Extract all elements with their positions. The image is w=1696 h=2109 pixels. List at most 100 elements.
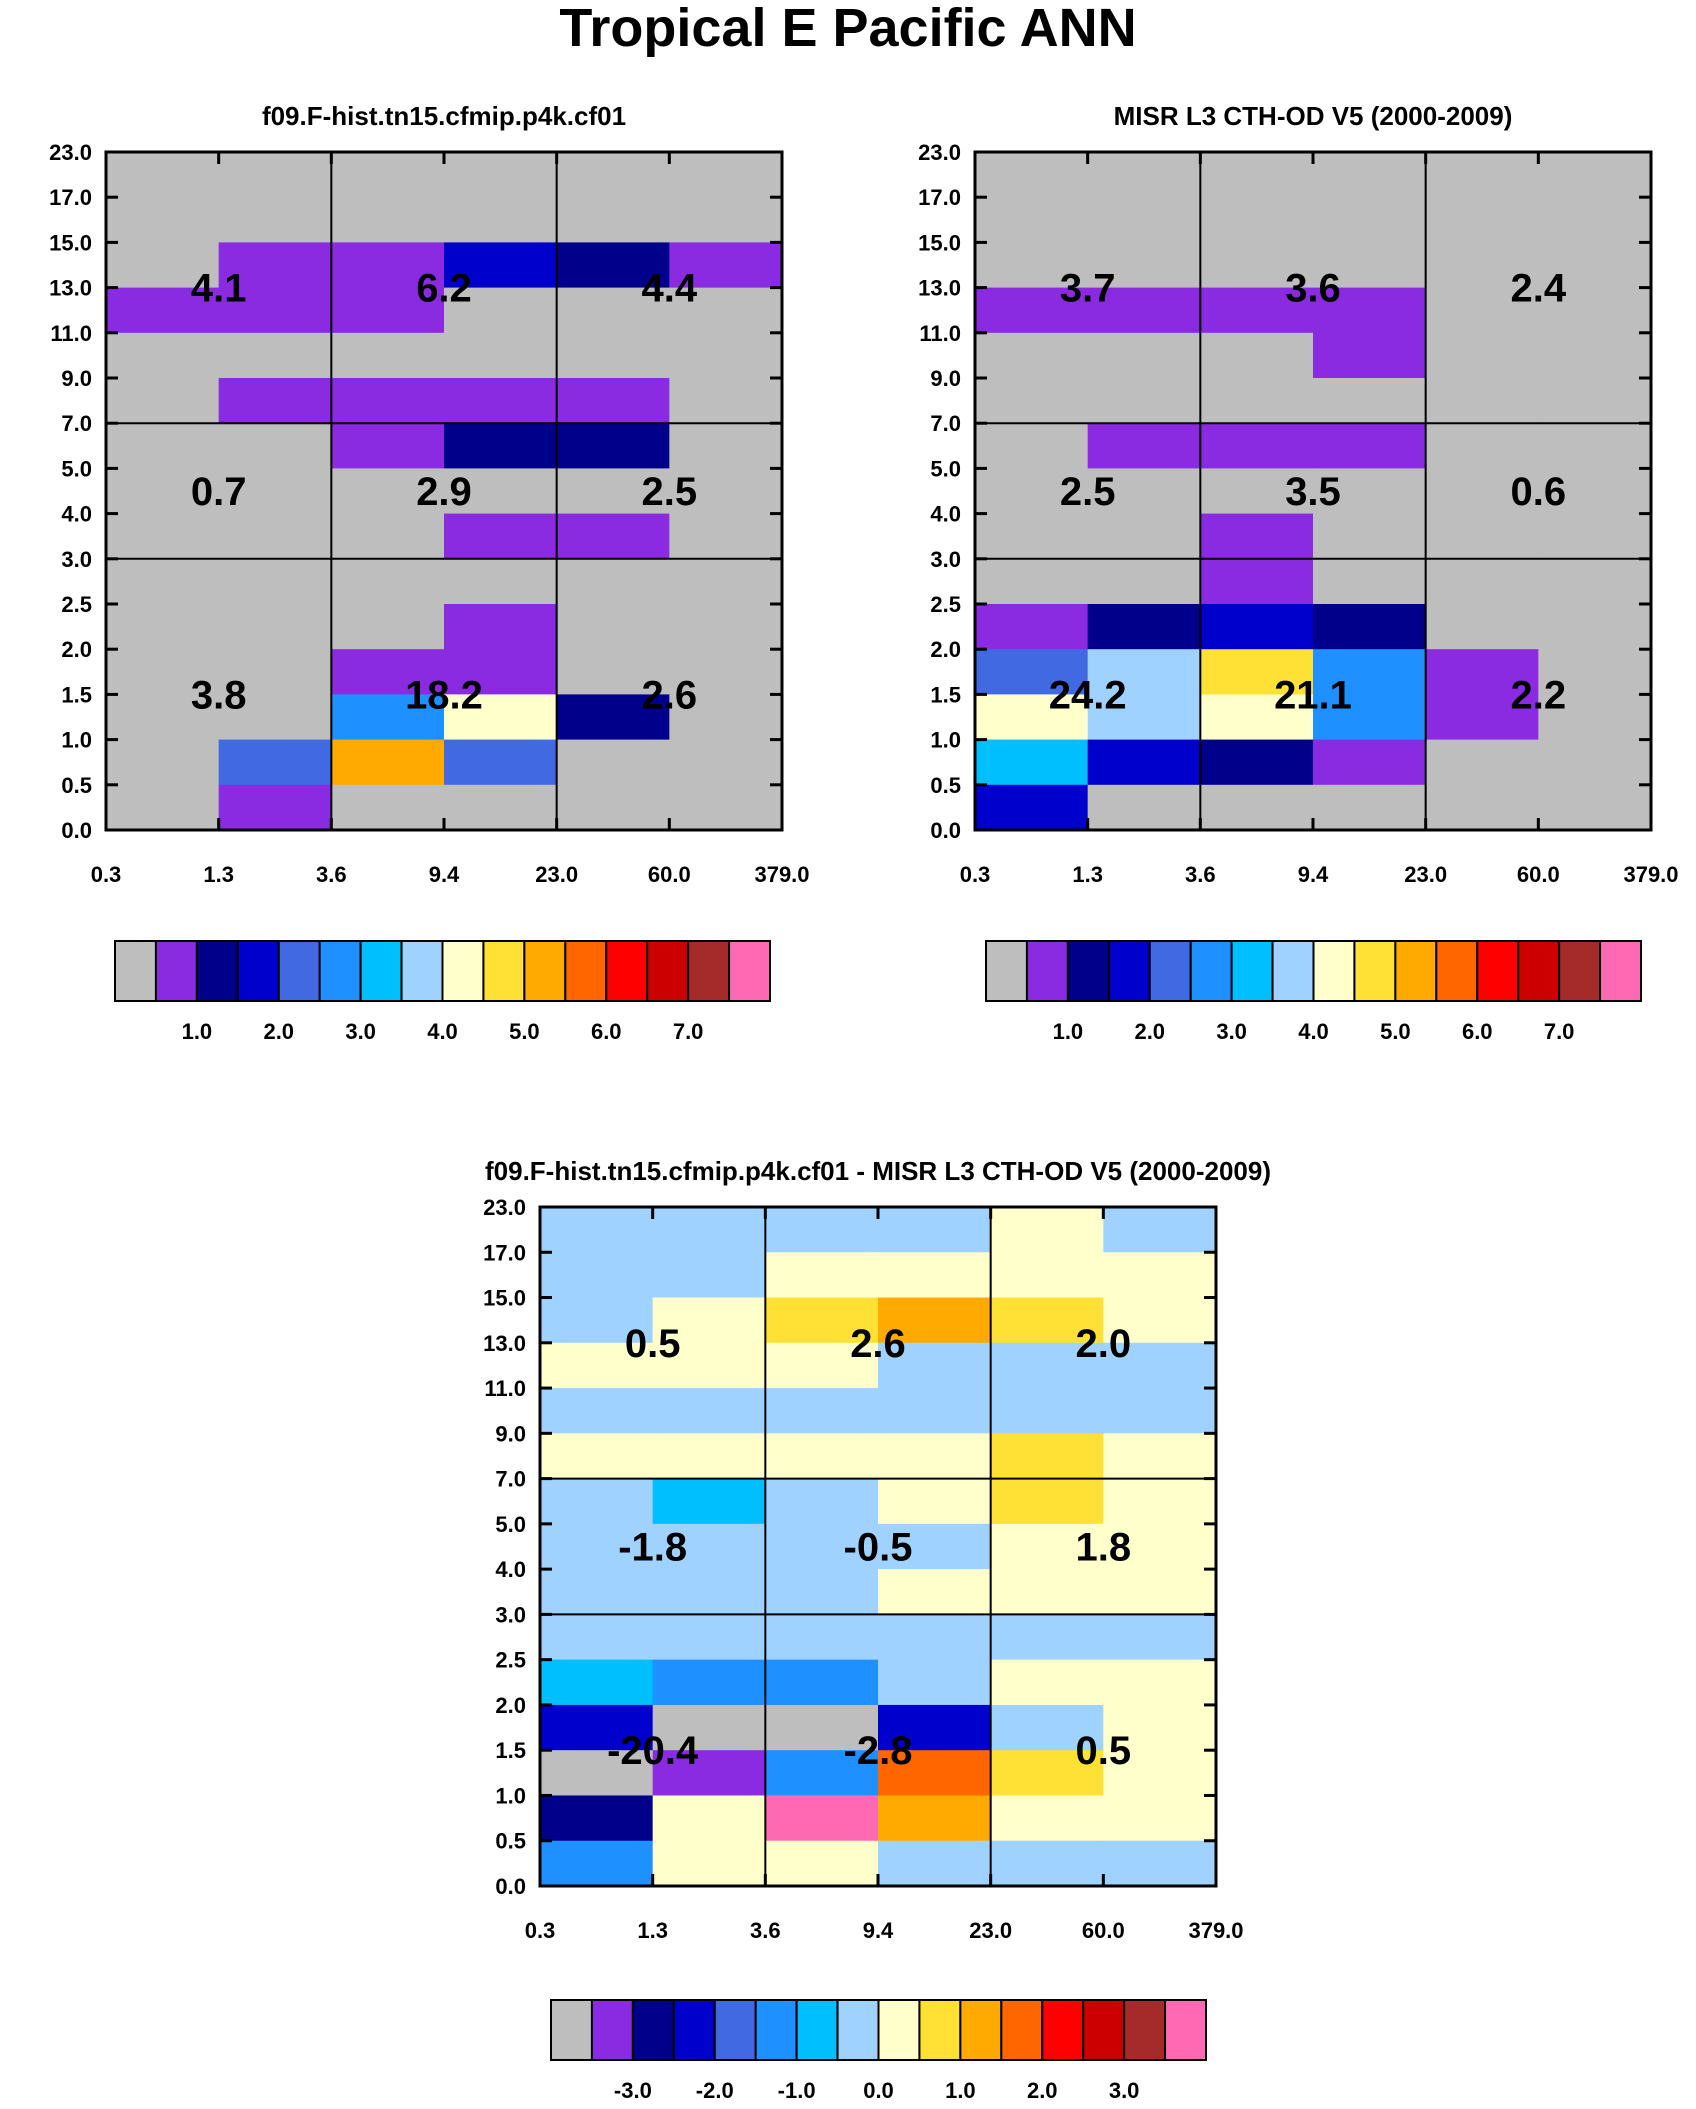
heatmap-cell	[1087, 378, 1201, 424]
heatmap-cell	[540, 1297, 654, 1344]
heatmap-cell	[669, 287, 783, 334]
colorbar-swatch	[959, 1999, 1003, 2061]
figure-title: Tropical E Pacific ANN	[559, 0, 1136, 58]
group-value-label: 18.2	[405, 673, 483, 717]
heatmap-cell	[765, 1614, 879, 1661]
heatmap-cell	[1200, 287, 1314, 334]
heatmap-cell	[1200, 332, 1314, 379]
heatmap-cell	[975, 378, 1089, 424]
heatmap-cell	[218, 287, 332, 334]
y-tick-label: 0.0	[495, 1874, 526, 1899]
colorbar-swatch	[713, 1999, 757, 2061]
heatmap-cell	[444, 332, 558, 379]
colorbar-label: 6.0	[591, 1019, 622, 1044]
heatmap-cell	[218, 784, 332, 831]
heatmap-cell	[1425, 558, 1539, 605]
heatmap-cell	[331, 694, 445, 741]
heatmap-cell	[1313, 378, 1427, 424]
heatmap-cell	[652, 1207, 766, 1253]
y-tick-label: 9.0	[930, 366, 961, 391]
heatmap-cell	[106, 332, 220, 379]
heatmap-cell	[990, 1840, 1104, 1887]
heatmap-cell	[218, 468, 332, 515]
heatmap-cell	[106, 649, 220, 695]
heatmap-cell	[106, 423, 220, 469]
heatmap-cell	[540, 1523, 654, 1570]
heatmap-cell	[1425, 287, 1539, 334]
heatmap-cell	[1103, 1750, 1217, 1796]
y-tick-label: 7.0	[495, 1467, 526, 1492]
y-tick-label: 23.0	[483, 1195, 526, 1220]
heatmap-cell	[975, 197, 1089, 243]
heatmap-cell	[1087, 423, 1201, 469]
y-tick-label: 2.5	[61, 592, 92, 617]
colorbar-swatch	[195, 940, 239, 1002]
heatmap-cell	[878, 1659, 992, 1706]
heatmap-cell	[1425, 242, 1539, 289]
x-tick-label: 9.4	[429, 862, 460, 887]
heatmap-cell	[1313, 242, 1427, 289]
heatmap-cell	[878, 1523, 992, 1570]
heatmap-cell	[556, 513, 670, 560]
heatmap-cell	[331, 197, 445, 243]
heatmap-cell	[652, 1750, 766, 1796]
heatmap-cell	[556, 423, 670, 469]
colorbar-swatch	[1164, 1999, 1207, 2061]
heatmap-cell	[990, 1388, 1104, 1434]
y-tick-label: 4.0	[930, 502, 961, 527]
heatmap-cell	[1087, 468, 1201, 515]
heatmap-cell	[540, 1750, 654, 1796]
heatmap-cell	[878, 1614, 992, 1661]
colorbar-swatch	[985, 940, 1028, 1002]
colorbar-label: 3.0	[345, 1019, 376, 1044]
colorbar-label: -2.0	[696, 2078, 734, 2103]
heatmap-cell	[765, 1523, 879, 1570]
heatmap-cell	[669, 332, 783, 379]
heatmap-cell	[878, 1478, 992, 1525]
heatmap-cell	[1425, 604, 1539, 650]
heatmap-cell	[540, 1840, 654, 1887]
colorbar-label: -3.0	[614, 2078, 652, 2103]
heatmap-cell	[1538, 287, 1652, 334]
heatmap-cell	[1313, 649, 1427, 695]
heatmap-cell	[990, 1252, 1104, 1299]
y-tick-label: 1.0	[930, 728, 961, 753]
y-tick-label: 1.0	[61, 728, 92, 753]
heatmap-cell	[990, 1569, 1104, 1615]
colorbar-swatch	[1025, 940, 1069, 1002]
heatmap-cell	[218, 513, 332, 560]
heatmap-cell	[878, 1750, 992, 1796]
heatmap-cell	[331, 604, 445, 650]
heatmap-cell	[1087, 784, 1201, 831]
heatmap-cell	[1538, 604, 1652, 650]
heatmap-cell	[1200, 423, 1314, 469]
heatmap-cell	[218, 694, 332, 741]
heatmap-cell	[878, 1207, 992, 1253]
heatmap-cell	[1200, 739, 1314, 786]
heatmap-cell	[878, 1342, 992, 1389]
y-tick-label: 1.5	[61, 682, 92, 707]
colorbar-swatch	[523, 940, 567, 1002]
heatmap-cell	[990, 1750, 1104, 1796]
heatmap-cell	[1087, 558, 1201, 605]
heatmap-cell	[652, 1569, 766, 1615]
heatmap-cell	[765, 1704, 879, 1751]
heatmap-cell	[765, 1659, 879, 1706]
heatmap-cell	[669, 197, 783, 243]
heatmap-cell	[556, 604, 670, 650]
heatmap-cell	[1425, 197, 1539, 243]
colorbar-swatch	[482, 940, 526, 1002]
group-value-label: 0.6	[1511, 470, 1567, 514]
heatmap-cell	[1200, 784, 1314, 831]
heatmap-cell	[444, 513, 558, 560]
heatmap-cell	[652, 1704, 766, 1751]
heatmap-cell	[652, 1614, 766, 1661]
heatmap-cell	[540, 1433, 654, 1480]
colorbar-swatch	[1435, 940, 1479, 1002]
colorbar-swatch	[1230, 940, 1274, 1002]
x-tick-label: 60.0	[648, 862, 691, 887]
heatmap-cell	[444, 739, 558, 786]
heatmap-cell	[218, 558, 332, 605]
heatmap-cell	[765, 1252, 879, 1299]
y-tick-label: 9.0	[61, 366, 92, 391]
